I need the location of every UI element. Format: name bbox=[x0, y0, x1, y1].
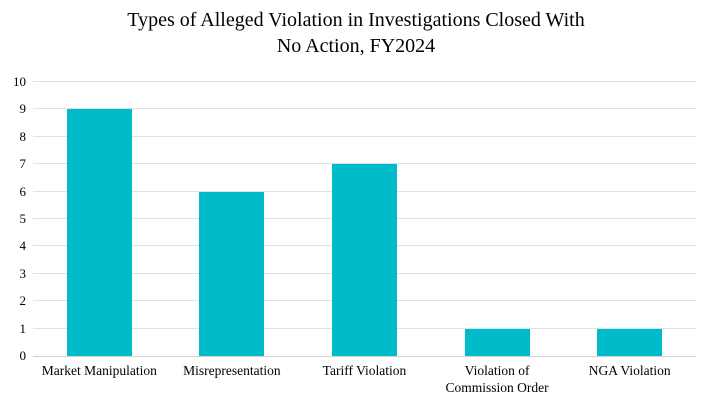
bar-market-manipulation bbox=[66, 109, 132, 356]
x-axis-category-labels: Market Manipulation Misrepresentation Tari… bbox=[33, 362, 696, 396]
y-tick-label: 10 bbox=[13, 74, 26, 89]
y-tick-label: 2 bbox=[19, 293, 27, 309]
x-category-label: Market Manipulation bbox=[41, 363, 157, 378]
bar-violation-of-commission-order bbox=[464, 328, 530, 356]
y-tick-label: 7 bbox=[19, 156, 27, 172]
x-category-label: NGA Violation bbox=[588, 363, 671, 378]
y-tick-label: 5 bbox=[19, 211, 27, 226]
chart-title-line-1: Types of Alleged Violation in Investigat… bbox=[127, 9, 585, 31]
plot-area bbox=[33, 81, 696, 357]
bar-cell bbox=[33, 82, 166, 356]
gridline bbox=[33, 81, 696, 82]
x-category-label: Misrepresentation bbox=[183, 363, 281, 378]
y-tick-label: 9 bbox=[19, 101, 27, 117]
bar-cell bbox=[431, 82, 564, 356]
chart-title-line-2: No Action, FY2024 bbox=[276, 35, 436, 57]
gridline bbox=[33, 163, 696, 165]
bar-tariff-violation bbox=[332, 164, 397, 356]
y-tick-label: 6 bbox=[19, 183, 27, 199]
x-category-label: Tariff Violation bbox=[322, 363, 407, 378]
bar-series bbox=[33, 82, 696, 356]
y-tick-label: 8 bbox=[19, 128, 27, 144]
bar-cell bbox=[166, 82, 299, 356]
bar-nga-violation bbox=[597, 328, 663, 356]
chart-title: Types of Alleged Violation in Investigat… bbox=[0, 7, 712, 59]
x-category-label: Violation of Commission Order bbox=[445, 363, 549, 395]
gridline bbox=[33, 135, 696, 137]
y-tick-label: 3 bbox=[19, 265, 27, 281]
y-tick-label: 4 bbox=[19, 238, 27, 254]
y-axis-tick-labels: 0 1 2 3 4 5 6 7 8 9 10 bbox=[0, 74, 27, 363]
bar-cell bbox=[298, 82, 431, 356]
y-tick-label: 1 bbox=[19, 320, 27, 336]
y-tick-label: 0 bbox=[19, 348, 27, 363]
bar-cell bbox=[563, 82, 696, 356]
bar-misrepresentation bbox=[199, 191, 265, 356]
gridline bbox=[33, 108, 696, 110]
